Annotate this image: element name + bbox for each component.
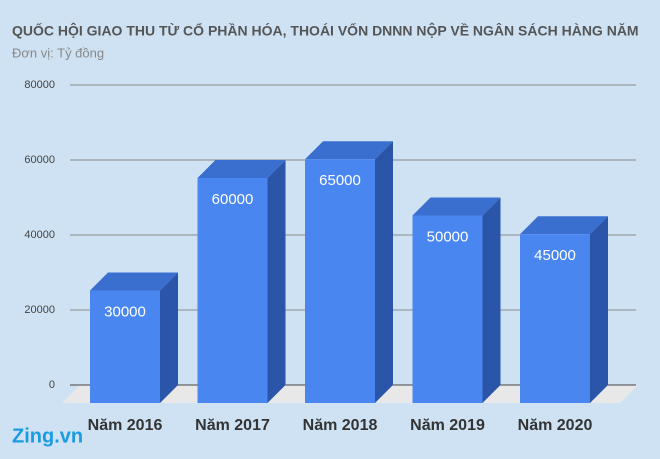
bar-top (520, 216, 608, 235)
y-tick-label: 40000 (24, 229, 55, 241)
value-label: 45000 (534, 247, 576, 264)
bar-top (412, 197, 501, 216)
bar-top (197, 160, 286, 178)
value-label: 65000 (319, 172, 361, 189)
x-tick-label: Năm 2018 (303, 417, 378, 434)
y-tick-label: 80000 (24, 79, 55, 91)
y-tick-label: 20000 (24, 304, 55, 316)
value-label: 50000 (427, 228, 469, 245)
value-label: 60000 (212, 191, 254, 208)
chart-title: QUỐC HỘI GIAO THU TỪ CỔ PHẦN HÓA, THOÁI … (12, 22, 639, 39)
bar (520, 234, 590, 403)
bar (412, 215, 483, 403)
x-tick-label: Năm 2017 (195, 417, 270, 434)
y-tick-label: 0 (49, 379, 55, 391)
x-tick-label: Năm 2019 (410, 417, 485, 434)
bar (197, 178, 268, 403)
bar-top (90, 272, 178, 291)
bar-side (160, 272, 178, 403)
bar-side (375, 141, 393, 403)
bar-side (267, 160, 286, 403)
watermark: Zing.vn (12, 425, 83, 447)
value-label: 30000 (104, 303, 146, 320)
chart-subtitle: Đơn vị: Tỷ đồng (12, 45, 104, 60)
x-tick-label: Năm 2016 (88, 417, 163, 434)
x-tick-label: Năm 2020 (518, 417, 593, 434)
bar-side (482, 197, 501, 403)
bar (90, 290, 160, 403)
bar (305, 159, 375, 403)
y-tick-label: 60000 (24, 154, 55, 166)
bar-top (305, 141, 393, 160)
bar-side (590, 216, 608, 403)
